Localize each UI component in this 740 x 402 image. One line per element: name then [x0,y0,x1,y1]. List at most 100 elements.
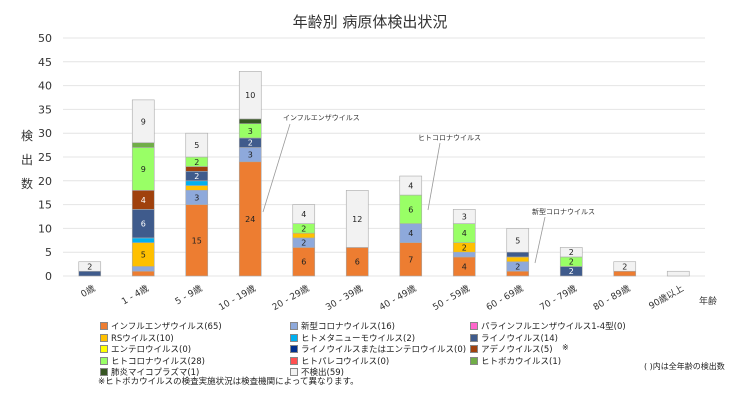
legend-swatch [290,322,298,330]
legend-swatch [100,368,108,376]
legend-label: エンテロウイルス(0) [111,345,192,355]
footnote: ※ヒトボカウイルスの検査実施状況は検査機関によって異なります。 [98,377,359,387]
data-label: 4 [462,262,467,271]
legend-item: 新型コロナウイルス(16) [290,320,395,332]
data-label: 2 [622,262,627,271]
data-label: 4 [408,229,413,238]
legend-swatch [470,322,478,330]
y-tick-label: 10 [38,222,52,235]
legend-label: ヒトメタニューモウイルス(2) [301,333,416,344]
data-label: 4 [301,210,306,219]
boca-note-mark: ※ [562,343,569,352]
x-tick-label: 1 - 4歳 [119,282,150,307]
legend-item: ヒトコロナウイルス(28) [100,355,205,367]
legend-item: RSウイルス(10) [100,332,174,344]
y-tick-label: 0 [45,270,52,283]
legend-swatch [470,345,478,353]
data-label: 2 [569,267,574,276]
annotation-leader [534,216,546,264]
data-label: 4 [462,229,467,238]
x-tick-label: 20 - 29歳 [270,282,311,313]
x-tick-label: 0歳 [78,282,97,300]
bar-segment [399,175,423,196]
legend-swatch [100,322,108,330]
y-axis-label: 数 [21,176,33,191]
legend-swatch [100,345,108,353]
legend-label: ヒトパレコウイルス(0) [301,356,390,367]
legend-swatch [470,356,478,365]
x-tick-label: 40 - 49歳 [377,282,418,313]
data-label: 3 [248,127,253,136]
bar-segment [506,251,530,258]
y-tick-label: 35 [38,103,52,116]
annotation-label: 新型コロナウイルス [532,207,595,216]
data-label: 5 [515,236,520,245]
bar-segment [78,261,102,272]
data-label: 6 [408,205,413,214]
legend-item: ヒトボカウイルス(1) [470,355,561,367]
data-label: 2 [569,258,574,267]
bar-segment [131,142,155,148]
y-tick-label: 5 [45,246,52,259]
bar-segment [613,261,637,272]
legend-swatch [470,333,478,342]
legend-item: エンテロウイルス(0) [100,343,191,355]
data-label: 4 [141,196,146,205]
legend-swatch [290,356,298,365]
legend-swatch [290,333,298,342]
legend-label: 不検出(59) [301,368,344,378]
x-tick-label: 30 - 39歳 [323,282,364,313]
data-label: 6 [301,258,306,267]
legend-label: パラインフルエンザウイルス1-4型(0) [481,322,626,332]
bar-segment [131,99,155,144]
legend-item: インフルエンザウイルス(65) [100,320,222,332]
data-label: 6 [141,220,146,229]
data-label: 4 [408,182,413,191]
legend-label: 新型コロナウイルス(16) [301,322,395,332]
count-note: ( )内は全年齢の検出数 [644,362,725,371]
legend-swatch [290,368,298,376]
data-label: 2 [515,262,520,271]
y-axis-label: 出 [21,153,33,167]
bar-segment [613,270,637,277]
bar-segment [78,270,102,277]
x-tick-label: 80 - 89歳 [591,282,632,313]
bar-segment [506,270,530,277]
data-label: 6 [355,258,360,267]
data-label: 2 [194,158,199,167]
data-label: 9 [141,117,146,126]
legend-label: アデノウイルス(5) [481,345,553,355]
bar-segment [452,209,476,224]
data-label: 10 [245,91,255,100]
data-label: 12 [352,215,362,224]
data-label: 2 [87,262,92,271]
legend-item: パラインフルエンザウイルス1-4型(0) [470,320,626,332]
data-label: 5 [194,141,199,150]
bar-segment [506,256,530,263]
y-tick-label: 15 [38,199,52,212]
data-label: 9 [141,165,146,174]
data-label: 3 [194,193,199,202]
bar-segment [185,180,209,186]
legend-item: ヒトパレコウイルス(0) [290,355,389,367]
y-tick-label: 50 [38,32,52,45]
x-tick-label: 10 - 19歳 [216,282,257,313]
data-label: 2 [569,248,574,257]
bar-segment [131,266,155,272]
bar-segment [185,185,209,191]
x-axis-label: 年齢 [699,295,717,307]
bar-segment [506,228,530,253]
legend-item: アデノウイルス(5) [470,343,553,355]
legend-swatch [100,356,108,365]
x-tick-label: 70 - 79歳 [537,282,578,313]
y-tick-label: 20 [38,175,52,188]
data-label: 2 [301,239,306,248]
annotation-label: ヒトコロナウイルス [418,134,481,142]
data-label: 2 [462,243,467,252]
bar-segment [345,190,369,248]
bar-segment [292,204,316,224]
bar-segment [238,71,262,120]
data-label: 2 [194,172,199,181]
